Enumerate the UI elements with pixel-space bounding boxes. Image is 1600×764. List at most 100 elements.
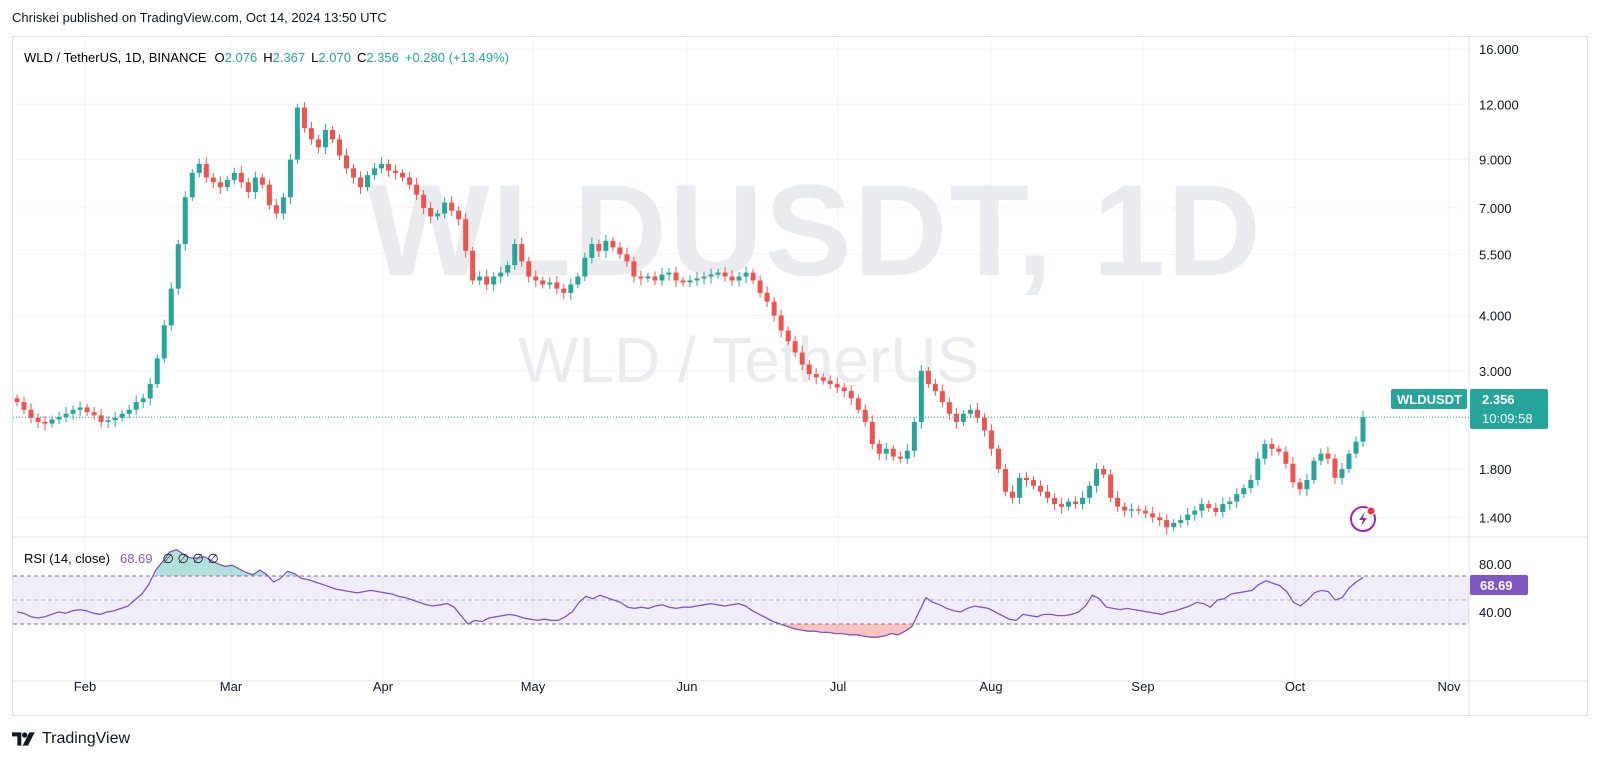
candle <box>673 266 679 288</box>
candle <box>582 252 588 282</box>
price-tag-value: 2.356 <box>1482 392 1515 407</box>
candle-body <box>554 282 560 289</box>
candle-body <box>1016 477 1022 498</box>
price-tick-label: 7.000 <box>1479 201 1512 216</box>
candle <box>189 169 195 202</box>
candle <box>554 275 560 295</box>
candle-body <box>610 240 616 248</box>
candle <box>932 378 938 396</box>
chart-frame[interactable]: WLDUSDT, 1D WLD / TetherUS 16.000 12.000 9… <box>12 36 1588 716</box>
candle-body <box>126 409 132 414</box>
time-axis: Feb Mar Apr May Jun Jul Aug Sep Oct Nov <box>74 679 1461 694</box>
candle-body <box>841 387 847 392</box>
candle <box>820 373 826 385</box>
candle-body <box>757 280 763 293</box>
candle-body <box>596 244 602 251</box>
candle-body <box>77 407 83 410</box>
candle <box>946 397 952 420</box>
candle-body <box>806 364 812 375</box>
price-tag: WLDUSDT 2.356 10:09:58 <box>1391 389 1548 429</box>
candle <box>428 202 434 224</box>
candle-body <box>1297 482 1303 490</box>
candle <box>645 272 651 283</box>
candle <box>813 368 819 385</box>
candle-body <box>946 402 952 414</box>
candle-body <box>883 448 889 454</box>
candle-body <box>834 384 840 388</box>
candle <box>35 413 41 429</box>
candle-body <box>421 194 427 208</box>
candle-body <box>477 276 483 281</box>
candle-body <box>687 280 693 283</box>
candle <box>1213 502 1219 517</box>
candle <box>259 173 265 189</box>
candle <box>231 167 237 185</box>
candle <box>1164 514 1170 535</box>
candle <box>1199 498 1205 518</box>
candle <box>1283 446 1289 469</box>
candle-body <box>1108 474 1114 498</box>
candle <box>343 148 349 174</box>
candle-body <box>1339 469 1345 478</box>
candle-body <box>911 421 917 451</box>
candle <box>1122 502 1128 517</box>
candle <box>1024 471 1029 487</box>
lightning-icon[interactable] <box>1350 506 1376 532</box>
candle <box>806 360 812 381</box>
candle <box>1185 508 1191 526</box>
candle-body <box>799 352 805 365</box>
candle-body <box>1220 504 1226 512</box>
candle-body <box>729 276 735 281</box>
candle-body <box>631 261 637 277</box>
candle <box>750 268 756 285</box>
candle-body <box>84 407 90 413</box>
candle <box>294 103 300 164</box>
candle-body <box>322 129 328 148</box>
chart-canvas[interactable]: WLDUSDT, 1D WLD / TetherUS 16.000 12.000 9… <box>13 37 1587 715</box>
candle-body <box>1276 448 1282 452</box>
candle <box>491 271 497 291</box>
candle <box>897 451 903 464</box>
candle-body <box>1199 504 1205 511</box>
candle-body <box>715 272 721 275</box>
candle <box>252 171 258 199</box>
candle <box>505 261 511 277</box>
candle-body <box>1059 504 1065 507</box>
rsi-tag: 68.69 <box>1470 575 1528 595</box>
candle <box>855 394 861 414</box>
time-tick-label: Sep <box>1131 679 1154 694</box>
candle <box>974 403 980 424</box>
candle-body <box>960 413 966 422</box>
candle-body <box>953 413 959 422</box>
candle <box>329 126 335 144</box>
candle <box>63 407 69 423</box>
candle-body <box>379 163 385 169</box>
candle-body <box>1255 458 1261 481</box>
candle <box>1262 439 1268 465</box>
candle-body <box>589 244 595 258</box>
candle-body <box>512 244 518 266</box>
candle <box>133 395 139 416</box>
candle-body <box>273 205 279 214</box>
candle-body <box>869 421 875 445</box>
candle-body <box>848 391 854 399</box>
candle <box>1325 447 1331 465</box>
candle-body <box>147 384 153 399</box>
candle <box>1143 505 1149 518</box>
candle-body <box>1318 453 1324 461</box>
candle <box>336 134 342 161</box>
candle <box>890 444 896 461</box>
candle-body <box>575 276 581 285</box>
candle <box>1087 481 1093 504</box>
candle-body <box>491 276 497 285</box>
candle-body <box>140 398 146 403</box>
candle <box>154 354 160 388</box>
candle <box>372 163 378 180</box>
candle-body <box>280 197 286 214</box>
candle <box>308 121 314 145</box>
candle-body <box>890 448 896 457</box>
candle-body <box>175 244 181 289</box>
publish-header: Chriskei published on TradingView.com, O… <box>12 10 387 25</box>
candle <box>1073 496 1079 509</box>
candle-body <box>308 128 314 140</box>
